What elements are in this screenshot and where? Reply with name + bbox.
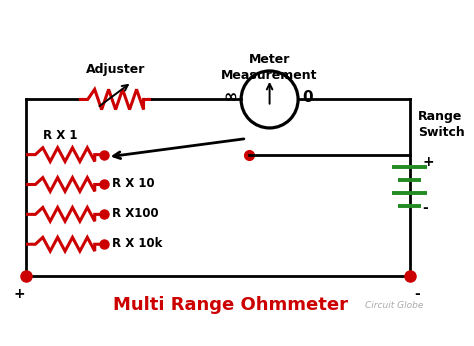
Text: 0: 0 [302,90,312,105]
Text: Measurement: Measurement [221,69,318,82]
Text: R X 1: R X 1 [43,129,78,142]
Text: Multi Range Ohmmeter: Multi Range Ohmmeter [113,297,348,315]
Text: Adjuster: Adjuster [86,63,146,75]
Text: +: + [423,155,434,169]
Text: -: - [414,286,419,301]
Text: R X 10: R X 10 [112,177,155,190]
Text: -: - [423,201,428,216]
Text: R X 10k: R X 10k [112,237,163,250]
Text: Range
Switch: Range Switch [418,110,465,139]
Text: R X100: R X100 [112,207,159,220]
Text: +: + [13,286,25,301]
Text: Circuit Globe: Circuit Globe [365,301,424,310]
Text: Meter: Meter [249,53,290,66]
Text: ∞: ∞ [224,89,237,107]
